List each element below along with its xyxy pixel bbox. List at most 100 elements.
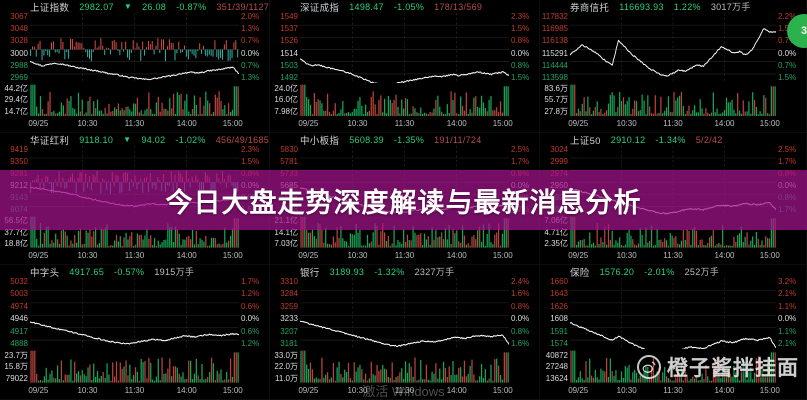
y-axis-left: 117832 116985 116138 115291 114444 113598 83.6… (540, 13, 570, 116)
y-axis-left: 5032 5003 4974 4946 4917 4888 23.7万 15.8万 79022 (0, 278, 30, 383)
y-axis-percent-label: 2.5% (778, 145, 797, 154)
volume-bar-chart (570, 349, 776, 383)
panel-advance-decline: 5/2/42 (695, 134, 723, 145)
volume-bar-chart (570, 83, 776, 116)
panel-volume: 3017万手 (710, 2, 751, 12)
y-axis-right: 1.7% 1.2% 0.6% 0.0% 0.6% 1.2% (239, 278, 269, 383)
y-axis-percent-label: 1.2% (241, 289, 260, 299)
x-axis-tick-label: 15:00 (492, 386, 513, 395)
y-axis-percent-label: 0.8% (511, 301, 530, 311)
panel-header: 华证红利 9118.10 ▼ 94.02 -1.02% 456/49/1685 (0, 133, 269, 147)
y-axis-percent-label: 1.1% (778, 301, 797, 311)
y-axis-percent-label: 2.1% (778, 339, 797, 349)
x-axis-tick-label: 10:30 (347, 251, 368, 260)
x-axis: 09/25 10:30 11:30 14:00 15:00 (298, 117, 512, 131)
y-axis-price-label: 1537 (280, 24, 298, 34)
headline-banner: 今日大盘走势深度解读与最新消息分析 (0, 170, 807, 230)
panel-last-price: 116693.93 (619, 1, 664, 12)
panel-last-price: 9118.10 (79, 134, 114, 145)
panel-change: 94.02 (141, 134, 166, 145)
x-axis: 09/25 10:30 11:30 14:00 15:00 (568, 249, 780, 263)
y-axis-price-label: 1549 (280, 12, 298, 21)
chart-panel[interactable]: 深证成指 1498.47 -1.05% 178/13/569 1549 1537 1526 1… (270, 0, 540, 133)
y-axis-percent-label: 1.7% (511, 157, 530, 167)
y-axis-percent-label: 2.3% (241, 145, 260, 154)
y-axis-percent-label: 0.0% (778, 48, 797, 58)
chart-panel[interactable]: 保险 1576.20 -2.01% 252万手 1660 1643 1626 1608 1591… (540, 265, 807, 400)
y-axis-price-label: 3028 (10, 36, 28, 46)
panel-advance-decline: 351/39/1127 (216, 1, 270, 12)
panel-volume: 2327万手 (414, 267, 455, 277)
panel-index-name: 中字头 (30, 267, 60, 279)
plot-area (30, 278, 239, 383)
y-axis-price-label: 114444 (541, 60, 568, 70)
panel-last-price: 2982.07 (79, 1, 114, 12)
price-line-chart (300, 13, 509, 84)
y-axis-percent-label: 1.7% (778, 157, 797, 167)
plot-area (570, 278, 776, 383)
y-axis-percent-label: 1.5% (778, 72, 797, 82)
chart-panel[interactable]: 上证指数 2982.07 ▼ 26.08 -0.87% 351/39/1127 3067 30… (0, 0, 270, 133)
y-axis-price-label: 1660 (550, 277, 568, 286)
x-axis: 09/25 10:30 11:30 14:00 15:00 (568, 384, 780, 398)
panel-header: 银行 3189.93 -1.32% 2327万手 (270, 265, 539, 279)
panel-change-pct: -0.87% (176, 1, 207, 12)
x-axis-tick-label: 10:30 (616, 386, 637, 395)
x-axis-tick-label: 09/25 (28, 251, 49, 260)
chart-panel[interactable]: 银行 3189.93 -1.32% 2327万手 3310 3284 3259 3233 320… (270, 265, 540, 400)
volume-bar-chart (300, 83, 509, 116)
y-axis-volume-label: 83.6万 (544, 84, 568, 94)
x-axis-tick-label: 14:00 (446, 386, 467, 395)
x-axis-tick-label: 11:30 (663, 119, 683, 128)
y-axis-volume-label: 11.0万 (275, 373, 298, 383)
price-line-chart (570, 13, 776, 84)
x-axis-tick-label: 15:00 (492, 119, 513, 128)
y-axis-percent-label: 1.5% (511, 24, 530, 34)
os-activation-line1: 激活 Windows (362, 384, 445, 399)
y-axis-percent-label: 1.7% (241, 277, 260, 286)
y-axis-left: 3310 3284 3259 3233 3207 3181 33.0万 22.0万 11.0万 (270, 278, 300, 383)
y-axis-percent-label: 0.6% (241, 326, 260, 336)
y-axis-volume-label: 40872 (545, 350, 568, 360)
y-axis-percent-label: 1.3% (241, 24, 260, 34)
y-axis-price-label: 115291 (541, 48, 568, 58)
y-axis-volume-label: 37.7亿 (4, 227, 28, 237)
y-axis-right: 2.0% 1.3% 0.7% 0.0% 0.7% 1.3% (239, 13, 269, 116)
y-axis-price-label: 1514 (280, 48, 298, 58)
x-axis: 09/25 10:30 11:30 14:00 15:00 (298, 249, 512, 263)
x-axis-tick-label: 11:30 (124, 251, 145, 260)
y-axis-price-label: 1574 (550, 339, 568, 349)
panel-index-name: 保险 (570, 267, 590, 279)
chart-panel[interactable]: 券商信托 116693.93 1.22% 3017万手 117832 116985 1161… (540, 0, 807, 133)
y-axis-price-label: 1643 (550, 289, 568, 299)
x-axis-tick-label: 14:00 (446, 119, 467, 128)
y-axis-percent-label: 1.6% (511, 289, 530, 299)
panel-index-name: 中小板指 (300, 135, 340, 147)
panel-header: 保险 1576.20 -2.01% 252万手 (540, 265, 806, 279)
x-axis-tick-label: 09/25 (298, 119, 319, 128)
y-axis-price-label: 5781 (280, 157, 298, 167)
notification-badge[interactable]: 3 (787, 14, 807, 48)
x-axis-tick-label: 14:00 (714, 251, 735, 260)
panel-last-price: 5608.39 (349, 134, 384, 145)
y-axis-percent-label: 1.6% (511, 339, 530, 349)
chart-panel[interactable]: 中字头 4917.65 -0.57% 1915万手 5032 5003 4974 4946 49… (0, 265, 270, 400)
x-axis-tick-label: 09/25 (28, 386, 49, 395)
y-axis-percent-label: 1.1% (778, 326, 797, 336)
y-axis-price-label: 5830 (280, 145, 298, 154)
y-axis-percent-label: 0.0% (241, 48, 260, 58)
y-axis-percent-label: 2.0% (241, 12, 260, 21)
y-axis-price-label: 4888 (10, 339, 28, 349)
y-axis-price-label: 3284 (280, 289, 298, 299)
y-axis-percent-label: 2.4% (511, 277, 530, 286)
panel-header: 上证50 2910.12 -1.34% 5/2/42 (540, 133, 806, 147)
y-axis-percent-label: 1.5% (511, 72, 530, 82)
weibo-icon (637, 355, 661, 379)
x-axis-tick-label: 09/25 (568, 119, 589, 128)
y-axis-percent-label: 0.7% (241, 36, 260, 46)
y-axis-percent-label: 1.5% (241, 157, 260, 167)
plot-area (30, 13, 239, 116)
y-axis-volume-label: 27248 (545, 362, 568, 372)
y-axis-percent-label: 1.3% (241, 72, 260, 82)
